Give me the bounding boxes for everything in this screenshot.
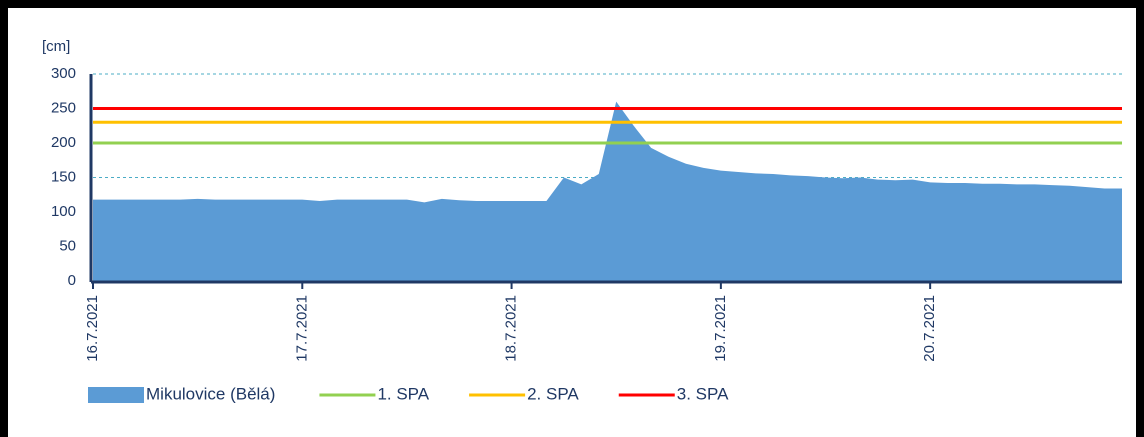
x-tick-label: 20.7.2021 [921, 295, 938, 362]
x-tick-label: 19.7.2021 [712, 295, 729, 362]
legend-swatch [88, 387, 144, 403]
legend-label: 2. SPA [527, 384, 579, 403]
y-tick-label: 50 [59, 237, 76, 254]
y-tick-label: 200 [51, 134, 76, 151]
legend-label: 1. SPA [377, 384, 429, 403]
y-tick-label: 300 [51, 65, 76, 82]
legend-label: 3. SPA [677, 384, 729, 403]
y-tick-label: 0 [68, 272, 76, 289]
x-tick-label: 16.7.2021 [84, 295, 101, 362]
x-tick-label: 17.7.2021 [293, 295, 310, 362]
area [93, 101, 1122, 281]
y-tick-label: 100 [51, 203, 76, 220]
legend-label: Mikulovice (Bělá) [146, 384, 275, 403]
legend: Mikulovice (Bělá) 1. SPA 2. SPA 3. SPA [88, 384, 729, 403]
x-tick-label: 18.7.2021 [503, 295, 520, 362]
y-axis-label: [cm] [42, 38, 70, 55]
y-tick-label: 250 [51, 99, 76, 116]
y-tick-label: 150 [51, 168, 76, 185]
